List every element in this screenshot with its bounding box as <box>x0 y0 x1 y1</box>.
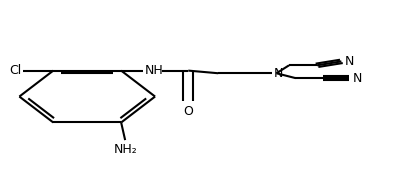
Text: N: N <box>273 67 282 80</box>
Text: O: O <box>183 105 193 118</box>
Text: NH: NH <box>145 64 164 77</box>
Text: N: N <box>352 72 361 85</box>
Text: N: N <box>344 55 353 68</box>
Text: Cl: Cl <box>9 64 21 77</box>
Text: NH₂: NH₂ <box>113 143 137 156</box>
